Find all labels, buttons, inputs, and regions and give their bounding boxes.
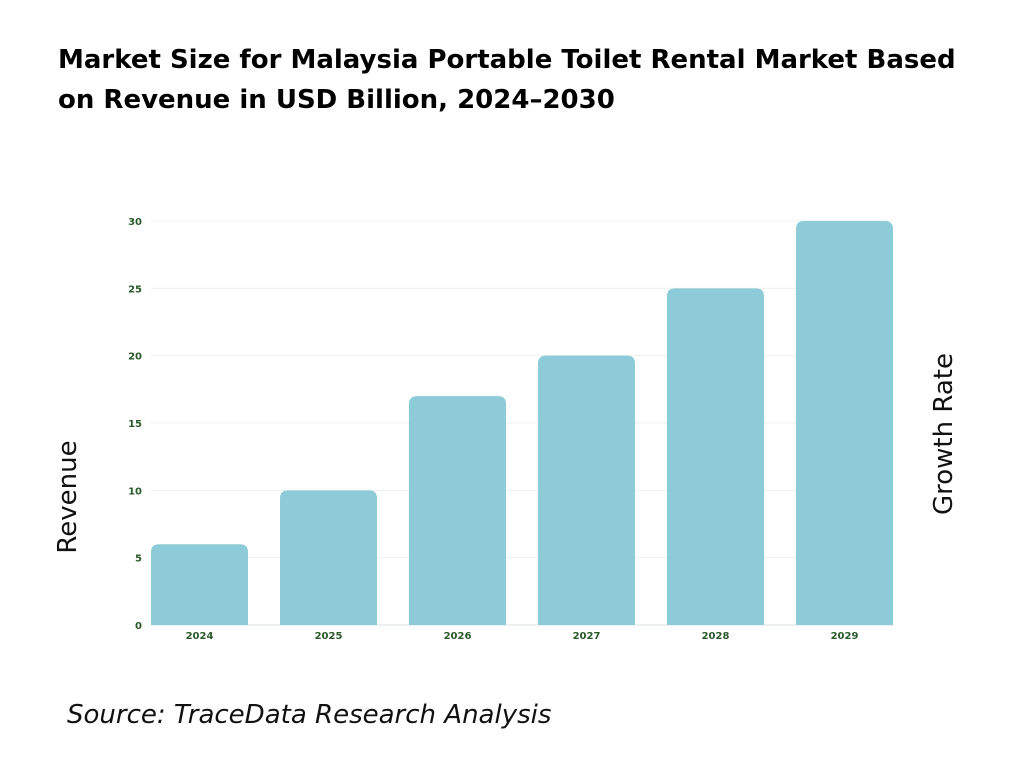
bar-2026: [409, 396, 506, 625]
bar-2025: [280, 490, 377, 625]
y-tick-label: 20: [128, 352, 142, 363]
x-tick-label: 2025: [315, 631, 343, 642]
y-tick-label: 15: [128, 419, 142, 430]
y-tick-label: 0: [135, 621, 142, 632]
x-tick-label: 2027: [573, 631, 601, 642]
y-tick-label: 10: [128, 486, 142, 497]
bar-2024: [151, 544, 248, 625]
source-note: Source: TraceData Research Analysis: [67, 700, 552, 730]
x-tick-label: 2024: [186, 631, 214, 642]
y-tick-label: 30: [128, 217, 142, 228]
bar-2028: [667, 288, 764, 625]
x-tick-label: 2026: [444, 631, 472, 642]
x-tick-label: 2029: [831, 631, 859, 642]
bar-2027: [538, 355, 635, 625]
chart-title: Market Size for Malaysia Portable Toilet…: [58, 45, 956, 115]
x-tick-label: 2028: [702, 631, 730, 642]
y-tick-label: 25: [128, 284, 142, 295]
y-tick-label: 5: [135, 554, 142, 565]
bar-2029: [796, 221, 893, 625]
